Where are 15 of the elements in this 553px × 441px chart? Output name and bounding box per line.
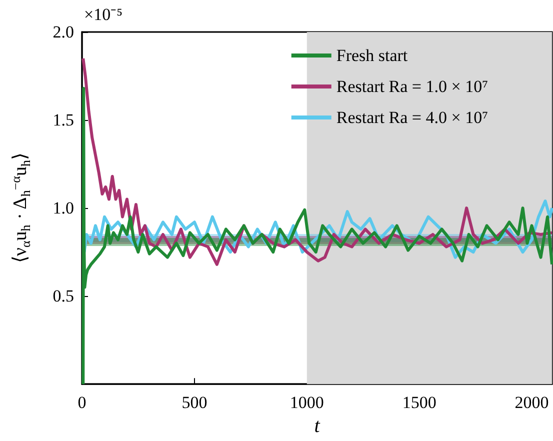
x-tick-label: 2000 [514, 393, 549, 412]
y-tick-label: 1.5 [52, 110, 74, 130]
legend-label: Fresh start [336, 46, 408, 65]
legend-label: Restart Ra = 4.0 × 10⁷ [336, 108, 488, 127]
x-axis-title: t [314, 415, 320, 437]
text: ×10⁻⁵ [84, 5, 123, 24]
y-tick-label: 2.0 [52, 22, 74, 42]
text: ⟨ναuh · Δh−αuh⟩ [8, 153, 33, 264]
x-tick-label: 0 [78, 393, 86, 412]
legend-label: Restart Ra = 1.0 × 10⁷ [336, 77, 488, 96]
y-tick-label: 0.5 [52, 286, 74, 306]
x-tick-label: 1000 [290, 393, 324, 412]
x-tick-label: 1500 [402, 393, 436, 412]
y-tick-label: 1.0 [52, 198, 74, 218]
x-tick-label: 500 [182, 393, 208, 412]
